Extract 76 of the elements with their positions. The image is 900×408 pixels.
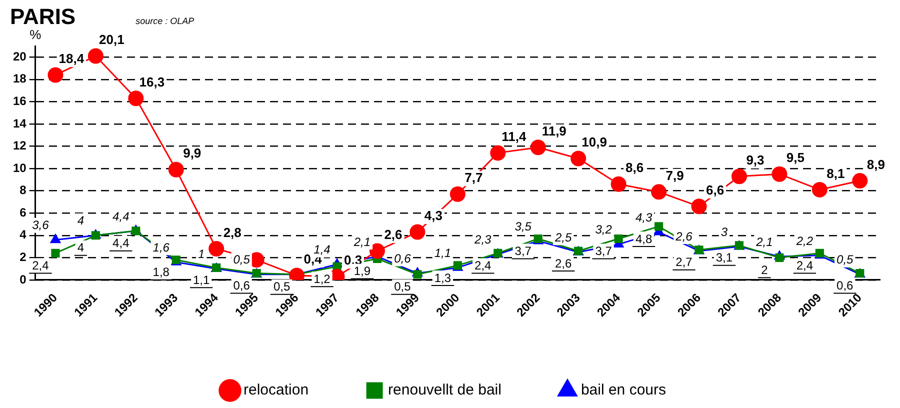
data-label: 20,1 <box>99 32 124 48</box>
data-label: 2,1 <box>755 234 773 249</box>
data-label: 0,5 <box>836 252 854 267</box>
data-label: 1,2 <box>314 272 331 286</box>
data-label: 1 <box>198 247 205 262</box>
data-label: 2,6 <box>554 256 572 270</box>
y-tick-label: 0 <box>20 272 27 286</box>
data-label: 1,3 <box>434 270 452 285</box>
data-label: 0,5 <box>233 252 250 267</box>
data-label: 8,6 <box>626 160 644 176</box>
data-label: 4,3 <box>424 208 442 224</box>
data-label: 2,4 <box>32 258 50 273</box>
data-label: 6,6 <box>706 182 724 198</box>
data-label: 2,5 <box>554 230 572 244</box>
data-label: 11,4 <box>502 129 527 144</box>
data-label: 9,3 <box>746 152 764 168</box>
data-label: 4 <box>77 214 84 228</box>
data-label: 1,1 <box>193 273 210 287</box>
data-label: 2,2 <box>795 234 814 248</box>
y-tick-label: 10 <box>12 160 27 175</box>
data-label: 0,5 <box>394 280 412 294</box>
y-tick-label: 8 <box>20 183 27 198</box>
data-label: 9,9 <box>183 146 202 161</box>
data-label: 2,3 <box>474 232 492 247</box>
y-tick-label: 14 <box>12 116 27 130</box>
data-label: 2,8 <box>223 224 242 240</box>
data-label: 0,6 <box>836 278 854 293</box>
data-label: 1,9 <box>354 264 371 278</box>
data-label: 3,7 <box>514 244 532 258</box>
source-note: source : OLAP <box>136 16 194 26</box>
data-label: 2,4 <box>796 258 814 273</box>
data-label: 2 <box>761 262 768 277</box>
y-tick-label: 4 <box>20 228 27 242</box>
data-label: 3,1 <box>716 250 733 265</box>
data-label: 2,4 <box>474 258 492 273</box>
data-label: 4,3 <box>635 210 652 224</box>
data-label: 0,6 <box>233 278 250 293</box>
y-axis-title: % <box>30 27 42 42</box>
data-label: 3,6 <box>32 218 50 232</box>
data-label: 0,5 <box>273 280 290 294</box>
data-label: 2,7 <box>676 255 693 270</box>
data-label: 4 <box>77 240 84 255</box>
data-label: 2,6 <box>674 229 693 244</box>
data-label: 11,9 <box>542 123 566 138</box>
data-label: 1,1 <box>434 246 452 260</box>
data-label: 2,6 <box>384 227 402 242</box>
y-tick-label: 2 <box>20 250 27 264</box>
data-label: 1,8 <box>152 265 170 280</box>
data-label: 1,6 <box>152 240 170 254</box>
y-tick-label: 20 <box>12 49 27 64</box>
y-tick-label: 16 <box>12 94 27 108</box>
data-label: 0,6 <box>394 252 412 266</box>
data-label: 7,9 <box>666 168 684 184</box>
data-label: 7,7 <box>464 170 483 186</box>
data-label: 10,9 <box>582 134 607 150</box>
y-tick-label: 18 <box>12 72 27 86</box>
chart-title: PARIS <box>10 4 76 30</box>
data-label: 2,1 <box>352 234 371 249</box>
data-label: 3,7 <box>595 244 612 258</box>
data-label: 1,4 <box>314 242 331 257</box>
legend-label: relocation <box>244 382 309 399</box>
legend-label: renouvellt de bail <box>388 382 502 399</box>
data-label: 16,3 <box>139 74 165 90</box>
data-label: 3,5 <box>514 219 532 234</box>
data-label: 3 <box>720 224 728 239</box>
data-label: 9,5 <box>786 150 804 166</box>
data-label: 18,4 <box>58 51 85 66</box>
y-tick-label: 6 <box>20 205 27 220</box>
data-label: 4,4 <box>112 209 130 224</box>
data-label: 4,4 <box>112 236 130 250</box>
data-label: 3,2 <box>595 222 612 237</box>
y-tick-label: 12 <box>12 138 27 153</box>
legend-label: bail en cours <box>580 382 666 399</box>
data-label: 8,9 <box>866 156 885 172</box>
data-label: 4,8 <box>635 232 652 246</box>
data-label: 8,1 <box>826 166 845 181</box>
